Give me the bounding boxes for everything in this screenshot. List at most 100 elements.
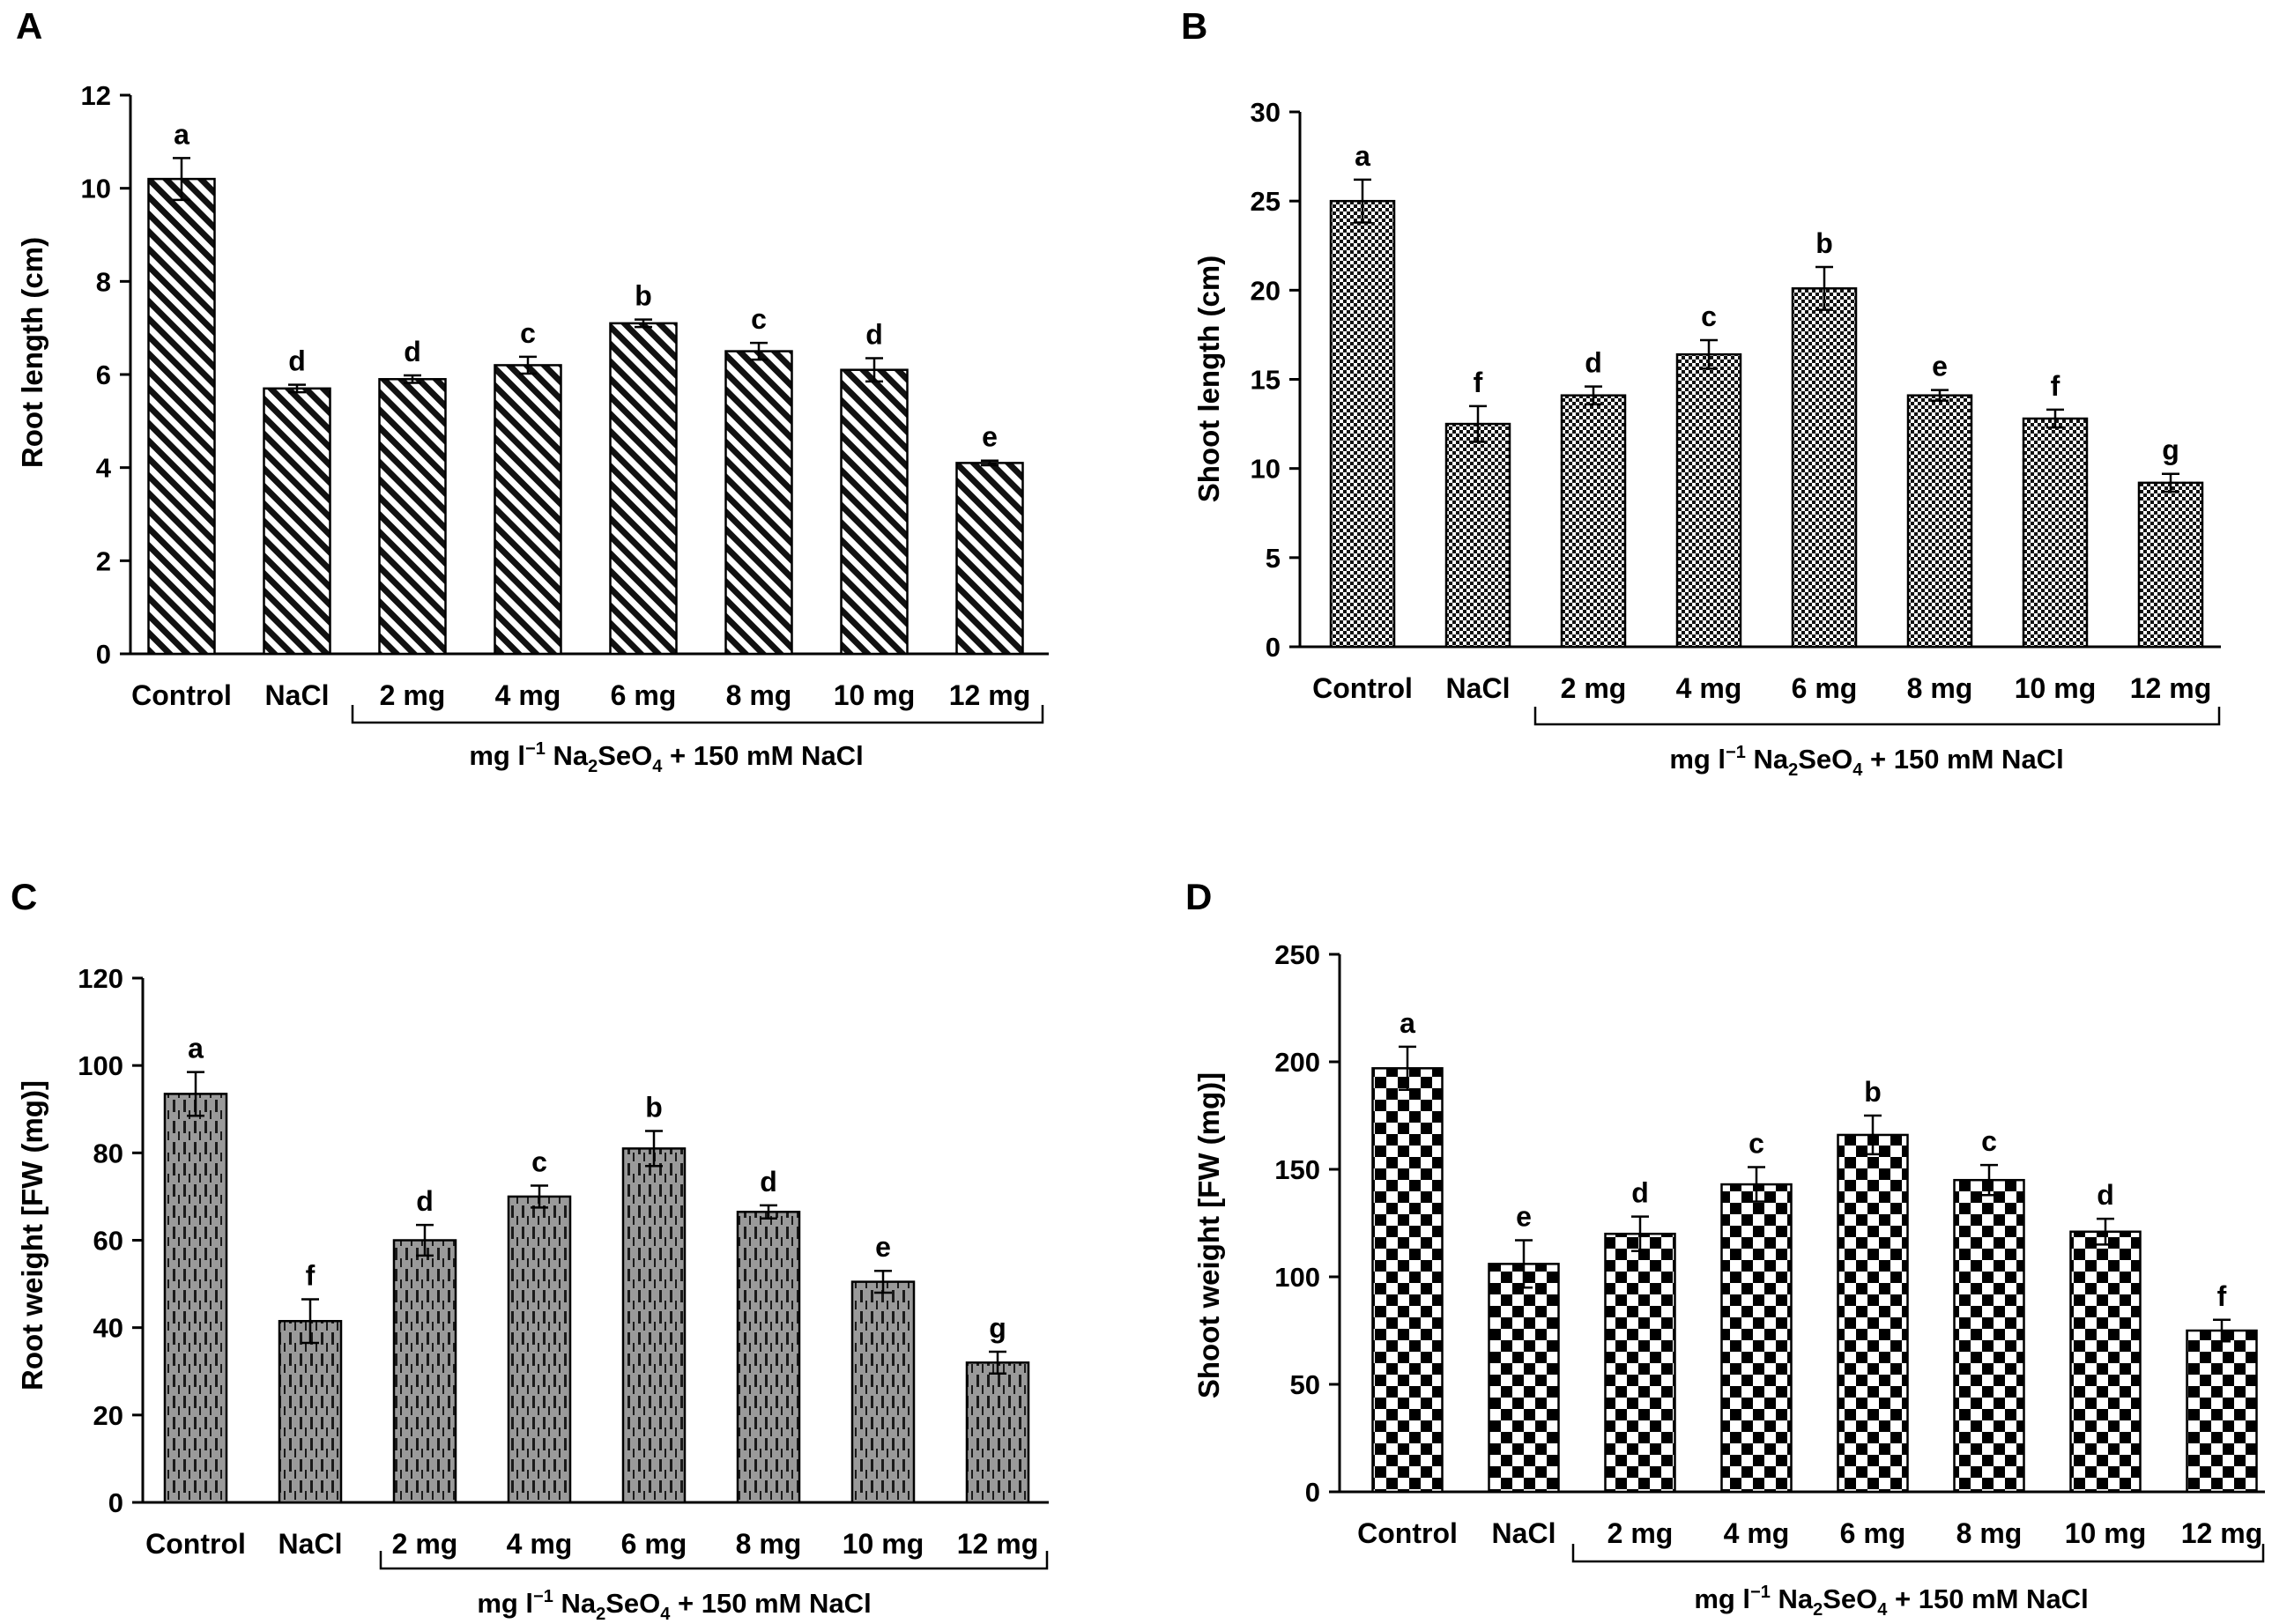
significance-letter: c bbox=[1981, 1125, 1997, 1157]
plot-area-b: 0 5 10 15 20 25 30 a Control f NaCl d 2 mg c 4 mg b 6 mg… bbox=[1251, 97, 2221, 780]
plot-area-a: 0 2 4 6 8 10 12 a Control d NaCl d 2 mg c 4 mg b 6 mg c 8 … bbox=[81, 80, 1049, 776]
bar bbox=[494, 364, 562, 656]
panel-label-c: C bbox=[11, 876, 37, 917]
bar bbox=[1444, 422, 1511, 649]
x-tick-label: Control bbox=[145, 1528, 246, 1560]
x-tick-label: 8 mg bbox=[1956, 1517, 2023, 1549]
significance-letter: d bbox=[404, 336, 421, 367]
bar bbox=[955, 462, 1024, 656]
x-tick-label: 2 mg bbox=[1607, 1517, 1674, 1549]
significance-letter: d bbox=[1631, 1177, 1649, 1209]
significance-letter: e bbox=[1516, 1201, 1532, 1233]
group-label-text: + 150 mM NaCl bbox=[1887, 1583, 2088, 1614]
x-tick-label: 10 mg bbox=[2015, 672, 2096, 704]
x-tick-label: 6 mg bbox=[611, 679, 677, 711]
x-tick-label: 2 mg bbox=[392, 1528, 458, 1560]
bar bbox=[1371, 1067, 1444, 1494]
significance-letter: c bbox=[1749, 1128, 1764, 1160]
group-label-subscript: 4 bbox=[1852, 760, 1863, 780]
ylabel-c: Root weight [FW (mg)] bbox=[16, 1080, 48, 1390]
group-label-text: SeO bbox=[598, 740, 652, 771]
significance-letter: f bbox=[2217, 1280, 2227, 1312]
x-tick-label: Control bbox=[1357, 1517, 1458, 1549]
ylabel-d: Shoot weight [FW (mg)] bbox=[1192, 1072, 1225, 1398]
bar bbox=[147, 177, 216, 656]
group-label-text: Na bbox=[546, 740, 589, 771]
bar bbox=[1488, 1263, 1560, 1494]
x-tick-label: NaCl bbox=[265, 679, 330, 711]
panel-d: D Shoot weight [FW (mg)] 0 50 100 150 200 250… bbox=[1185, 876, 2265, 1620]
significance-letter: d bbox=[760, 1166, 777, 1198]
x-tick-label: NaCl bbox=[1446, 672, 1511, 704]
x-tick-label: 4 mg bbox=[507, 1528, 573, 1560]
y-tick-label: 10 bbox=[1251, 454, 1281, 485]
x-tick-label: 8 mg bbox=[1907, 672, 1973, 704]
x-tick-label: 8 mg bbox=[726, 679, 792, 711]
group-label-text: SeO bbox=[1798, 744, 1852, 775]
significance-letter: a bbox=[188, 1033, 204, 1064]
x-tick-label: 2 mg bbox=[380, 679, 446, 711]
x-tick-label: NaCl bbox=[278, 1528, 343, 1560]
bar bbox=[1837, 1133, 1909, 1494]
group-label-text: Na bbox=[1771, 1583, 1814, 1614]
group-label-text: mg l bbox=[1669, 744, 1726, 775]
group-label-text: mg l bbox=[469, 740, 525, 771]
y-tick-label: 150 bbox=[1274, 1154, 1320, 1185]
bar bbox=[850, 1280, 916, 1504]
panel-label-b: B bbox=[1181, 5, 1207, 47]
significance-letter: d bbox=[288, 345, 306, 377]
y-tick-label: 30 bbox=[1251, 97, 1281, 128]
group-label-subscript: 4 bbox=[652, 757, 663, 776]
group-bracket bbox=[1533, 707, 2221, 726]
y-tick-label: 15 bbox=[1251, 365, 1281, 396]
y-tick-label: 0 bbox=[96, 639, 111, 670]
group-label: mg l−1 Na2SeO4 + 150 mM NaCl bbox=[1694, 1583, 2088, 1620]
group-label-text: mg l bbox=[1694, 1583, 1750, 1614]
bar bbox=[263, 387, 331, 656]
x-tick-label: 12 mg bbox=[2181, 1517, 2262, 1549]
y-tick-label: 12 bbox=[81, 80, 111, 111]
significance-letter: d bbox=[416, 1185, 434, 1217]
significance-letter: c bbox=[520, 317, 536, 349]
y-tick-label: 2 bbox=[96, 545, 111, 576]
y-tick-label: 4 bbox=[96, 453, 112, 484]
significance-letter: f bbox=[306, 1259, 316, 1291]
group-label-subscript: 2 bbox=[1813, 1600, 1823, 1620]
x-tick-label: 4 mg bbox=[495, 679, 561, 711]
x-tick-label: 6 mg bbox=[621, 1528, 687, 1560]
y-tick-label: 0 bbox=[1266, 632, 1281, 663]
significance-letter: f bbox=[1474, 367, 1483, 398]
bar bbox=[278, 1319, 343, 1504]
y-tick-label: 6 bbox=[96, 360, 111, 390]
bar bbox=[378, 378, 447, 656]
x-tick-label: 8 mg bbox=[736, 1528, 802, 1560]
panel-b: B Shoot length (cm) 0 5 10 15 20 25 30 a Control… bbox=[1181, 5, 2221, 780]
y-tick-label: 0 bbox=[108, 1487, 123, 1518]
bar bbox=[1329, 199, 1396, 649]
bar bbox=[736, 1211, 801, 1504]
significance-letter: a bbox=[1400, 1007, 1415, 1039]
x-tick-label: 4 mg bbox=[1676, 672, 1742, 704]
y-tick-label: 40 bbox=[93, 1313, 123, 1344]
bar bbox=[1906, 394, 1973, 649]
y-tick-label: 250 bbox=[1274, 939, 1320, 970]
bar bbox=[609, 322, 678, 656]
group-bracket bbox=[379, 1551, 1049, 1570]
group-bracket bbox=[1571, 1544, 2265, 1563]
significance-letter: d bbox=[865, 319, 883, 351]
group-label-text: mg l bbox=[477, 1588, 533, 1619]
y-tick-label: 8 bbox=[96, 266, 111, 297]
x-tick-label: 12 mg bbox=[949, 679, 1030, 711]
group-label-subscript: 2 bbox=[588, 757, 598, 776]
significance-letter: g bbox=[989, 1312, 1006, 1344]
group-label-text: Na bbox=[553, 1588, 597, 1619]
group-label: mg l−1 Na2SeO4 + 150 mM NaCl bbox=[477, 1587, 871, 1624]
group-label-subscript: 4 bbox=[1877, 1600, 1888, 1620]
bar bbox=[965, 1361, 1030, 1504]
group-label-superscript: −1 bbox=[525, 739, 546, 759]
ylabel-a: Root length (cm) bbox=[16, 237, 48, 468]
bar bbox=[1675, 352, 1742, 649]
group-label-text: SeO bbox=[605, 1588, 660, 1619]
group-label-superscript: −1 bbox=[1750, 1583, 1771, 1602]
